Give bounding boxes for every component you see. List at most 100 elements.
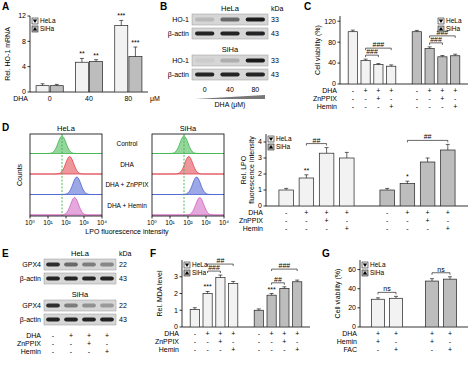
y-tick-label: 40 bbox=[328, 59, 336, 66]
y-tick bbox=[180, 293, 183, 294]
histogram bbox=[30, 136, 102, 153]
lane-label: 0 bbox=[203, 86, 207, 93]
condition-sign: - bbox=[447, 217, 450, 224]
error-bar bbox=[448, 277, 452, 279]
error-bar bbox=[231, 281, 235, 283]
condition-label: Hemin bbox=[159, 346, 179, 353]
y-axis-label: Cell viability (%) bbox=[334, 269, 342, 319]
legend-swatch bbox=[32, 18, 38, 24]
condition-sign: + bbox=[389, 103, 393, 110]
panel-title: SiHa bbox=[180, 124, 197, 133]
condition-sign: - bbox=[206, 338, 209, 345]
y-axis-label: Rel. HO-1 mRNA bbox=[4, 27, 11, 81]
histogram bbox=[152, 198, 224, 215]
comparison-bracket bbox=[378, 292, 396, 294]
significance: *** bbox=[117, 12, 125, 19]
panel-label: C bbox=[304, 1, 311, 12]
condition-sign: + bbox=[87, 332, 91, 339]
condition-label: FAC bbox=[343, 346, 357, 353]
legend-swatch bbox=[268, 144, 274, 150]
unit-label: kDa bbox=[119, 250, 132, 257]
significance: ### bbox=[279, 262, 291, 269]
blot-band bbox=[64, 304, 78, 308]
panel-title: HeLa bbox=[57, 124, 76, 133]
condition-sign: + bbox=[448, 330, 452, 337]
condition-sign: + bbox=[105, 348, 109, 355]
condition-sign: + bbox=[218, 330, 222, 337]
condition-sign: - bbox=[441, 103, 444, 110]
condition-sign: + bbox=[295, 330, 299, 337]
x-axis bbox=[182, 327, 310, 328]
cell-line-label: SiHa bbox=[72, 290, 89, 299]
condition-sign: + bbox=[448, 346, 452, 353]
condition-sign: + bbox=[325, 209, 329, 216]
legend-swatch bbox=[438, 18, 444, 24]
legend-label: SiHa bbox=[446, 25, 460, 32]
bar bbox=[412, 32, 421, 84]
comparison-bracket bbox=[272, 283, 285, 285]
comparison-bracket bbox=[306, 144, 326, 146]
condition-sign: + bbox=[282, 338, 286, 345]
condition-sign: + bbox=[304, 209, 308, 216]
condition-sign: - bbox=[285, 225, 288, 232]
marks bbox=[372, 277, 457, 327]
condition-sign: - bbox=[431, 346, 434, 353]
error-bar bbox=[364, 59, 368, 60]
legend-marker bbox=[33, 27, 37, 31]
condition-label: Hemin bbox=[317, 103, 337, 110]
condition-sign: + bbox=[440, 95, 444, 102]
y-axis-label: Rel. LPO bbox=[240, 155, 247, 184]
bar bbox=[254, 310, 263, 327]
legend-marker bbox=[33, 19, 37, 23]
bar bbox=[190, 309, 199, 327]
comparison-bracket bbox=[366, 48, 392, 50]
histogram bbox=[152, 177, 224, 194]
histogram bbox=[30, 157, 102, 174]
bar bbox=[438, 57, 447, 84]
bar bbox=[380, 190, 395, 206]
x-tick-label: 10¹ bbox=[165, 219, 175, 226]
condition-sign: - bbox=[406, 225, 409, 232]
blot-band bbox=[100, 304, 114, 308]
condition-sign: + bbox=[428, 87, 432, 94]
legend-label: SiHa bbox=[370, 269, 384, 276]
significance: ns bbox=[383, 285, 391, 292]
panel-label: A bbox=[2, 1, 9, 12]
error-bar bbox=[376, 298, 380, 299]
y-tick bbox=[264, 174, 267, 175]
protein-label: GPX4 bbox=[22, 302, 41, 309]
bar bbox=[420, 162, 435, 206]
dose-wedge bbox=[195, 95, 265, 99]
error-bar bbox=[206, 291, 210, 293]
error-bar bbox=[218, 275, 222, 278]
y-tick bbox=[28, 92, 31, 93]
bar bbox=[444, 279, 457, 327]
condition-sign: - bbox=[454, 95, 457, 102]
marks bbox=[348, 30, 460, 84]
y-tick bbox=[338, 42, 341, 43]
legend-swatch bbox=[184, 262, 190, 268]
condition-sign: - bbox=[395, 338, 398, 345]
kda-label: 33 bbox=[271, 16, 279, 23]
series-label: Control bbox=[117, 140, 139, 147]
blot-band bbox=[246, 32, 265, 36]
treatment-label: DHA (μM) bbox=[215, 101, 246, 109]
condition-sign: - bbox=[426, 225, 429, 232]
series-label: DHA + ZnPPIX bbox=[105, 181, 149, 188]
condition-sign: - bbox=[364, 95, 367, 102]
condition-sign: - bbox=[52, 348, 55, 355]
error-bar bbox=[426, 158, 430, 162]
y-axis bbox=[30, 16, 31, 92]
condition-sign: + bbox=[325, 217, 329, 224]
significance: * bbox=[406, 173, 409, 180]
significance: *** bbox=[131, 39, 139, 46]
bar bbox=[216, 278, 225, 327]
blot-band bbox=[46, 318, 60, 322]
y-tick-label: 12 bbox=[18, 12, 26, 19]
protein-label: β-actin bbox=[168, 71, 189, 79]
blot-band bbox=[64, 318, 78, 322]
blot-band bbox=[64, 263, 78, 267]
condition-sign: - bbox=[219, 346, 222, 353]
panel-label: E bbox=[2, 248, 9, 259]
condition-label: ZnPPIX bbox=[239, 217, 263, 224]
